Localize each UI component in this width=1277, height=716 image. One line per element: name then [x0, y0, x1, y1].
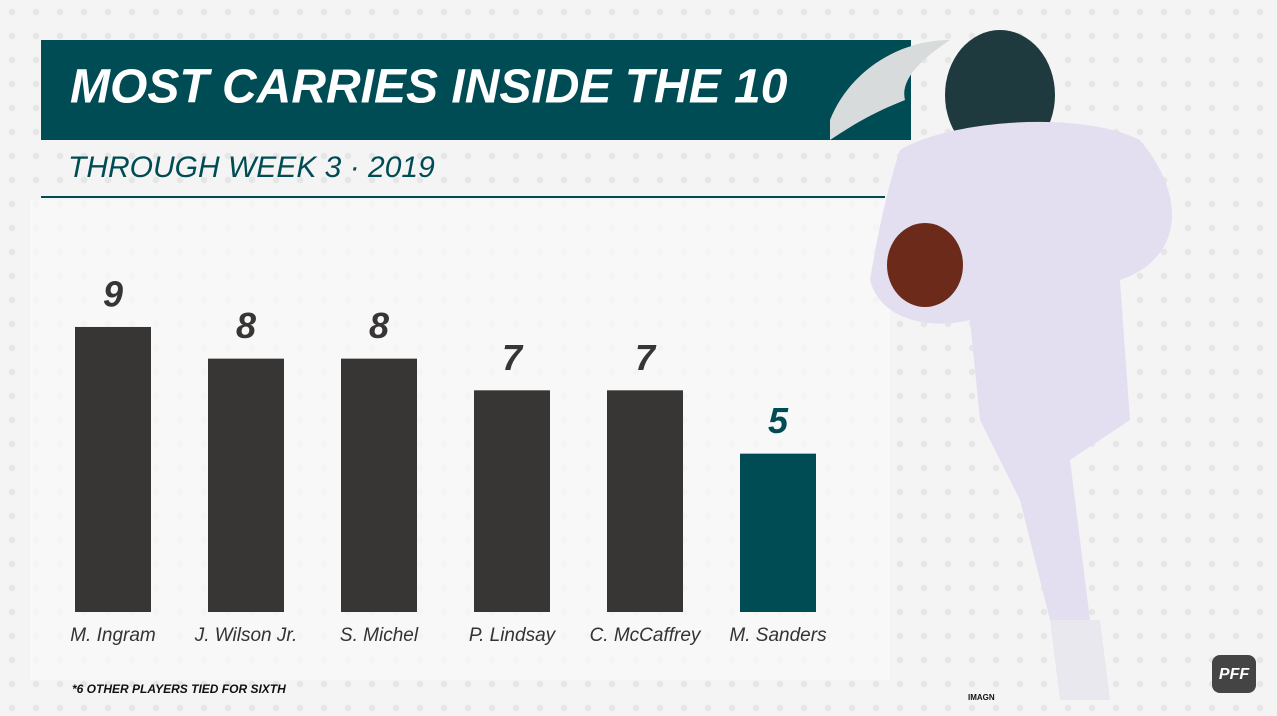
category-label: M. Ingram [70, 625, 156, 646]
value-label: 5 [768, 400, 789, 441]
photo-credit: IMAGN [968, 693, 995, 702]
title-banner [41, 40, 911, 140]
value-label: 8 [369, 305, 389, 346]
logo: PFF [1219, 666, 1250, 683]
value-label: 7 [635, 337, 657, 378]
value-label: 7 [502, 337, 524, 378]
category-label: J. Wilson Jr. [194, 625, 298, 646]
player-photo [870, 30, 1173, 700]
bar [474, 390, 550, 612]
logo-badge [1212, 655, 1256, 693]
value-label: 8 [236, 305, 256, 346]
bar [607, 390, 683, 612]
bar [75, 326, 151, 612]
footnote: *6 OTHER PLAYERS TIED FOR SIXTH [72, 682, 286, 696]
chart-subtitle: THROUGH WEEK 3 · 2019 [68, 151, 435, 184]
bar [208, 358, 284, 612]
chart-title: MOST CARRIES INSIDE THE 10 [70, 61, 788, 114]
category-label: C. McCaffrey [590, 625, 702, 646]
category-label: S. Michel [340, 625, 419, 646]
bar [341, 358, 417, 612]
logo-wing [830, 40, 950, 140]
bar [740, 453, 816, 612]
value-label: 9 [103, 273, 123, 314]
category-label: M. Sanders [729, 625, 827, 646]
category-label: P. Lindsay [469, 625, 557, 646]
